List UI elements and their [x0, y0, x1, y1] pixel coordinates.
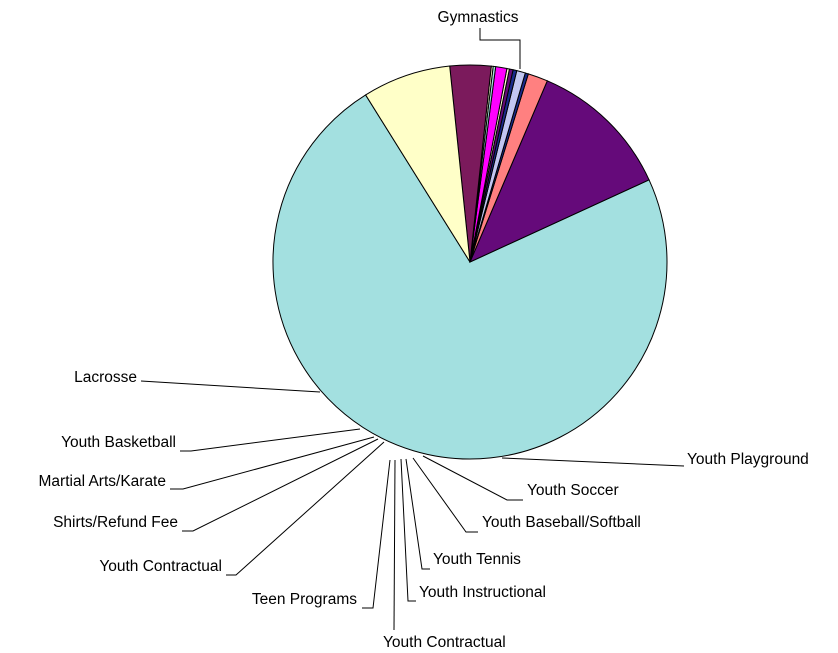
leader-line-4 [405, 458, 430, 570]
slice-labels: Gymnastics Youth Playground Youth Soccer Yo… [39, 9, 809, 651]
slice-label-3: Youth Baseball/Softball [482, 514, 641, 531]
slice-label-0: Gymnastics [438, 9, 519, 26]
slice-label-5: Youth Instructional [419, 584, 546, 601]
leader-line-10 [170, 436, 375, 490]
leader-line-0 [479, 28, 521, 69]
leader-line-12 [140, 380, 321, 393]
leader-lines [140, 28, 685, 631]
slice-label-12: Lacrosse [74, 369, 137, 386]
leader-line-8 [226, 441, 385, 576]
slice-label-2: Youth Soccer [527, 482, 619, 499]
pie-slice-0 [272, 94, 668, 460]
slice-label-11: Youth Basketball [61, 434, 176, 451]
slice-label-10: Martial Arts/Karate [39, 473, 167, 490]
pie-slice-12 [364, 65, 471, 263]
pie-slices [272, 64, 668, 460]
leader-line-11 [180, 428, 361, 452]
leader-line-1 [501, 457, 685, 467]
leader-line-5 [400, 458, 416, 602]
leader-line-2 [422, 455, 523, 501]
slice-label-7: Teen Programs [252, 591, 357, 608]
leader-line-6 [393, 459, 396, 631]
leader-line-3 [412, 457, 478, 533]
slice-label-9: Shirts/Refund Fee [53, 514, 178, 531]
slice-label-6: Youth Contractual [383, 634, 506, 651]
slice-label-4: Youth Tennis [433, 551, 521, 568]
slice-label-1: Youth Playground [687, 451, 809, 468]
slice-label-8: Youth Contractual [99, 558, 222, 575]
pie-slice-1 [469, 80, 650, 263]
leader-line-9 [182, 438, 379, 532]
leader-line-7 [362, 459, 391, 609]
